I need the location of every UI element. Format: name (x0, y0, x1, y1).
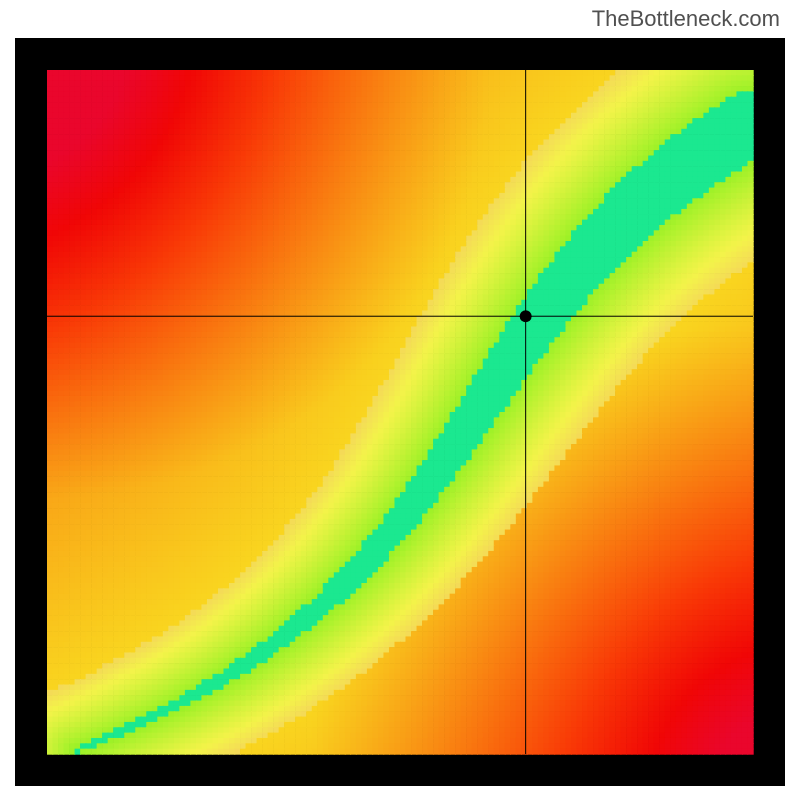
watermark-text: TheBottleneck.com (592, 6, 780, 32)
chart-container: TheBottleneck.com (0, 0, 800, 800)
heatmap-canvas (0, 0, 800, 800)
